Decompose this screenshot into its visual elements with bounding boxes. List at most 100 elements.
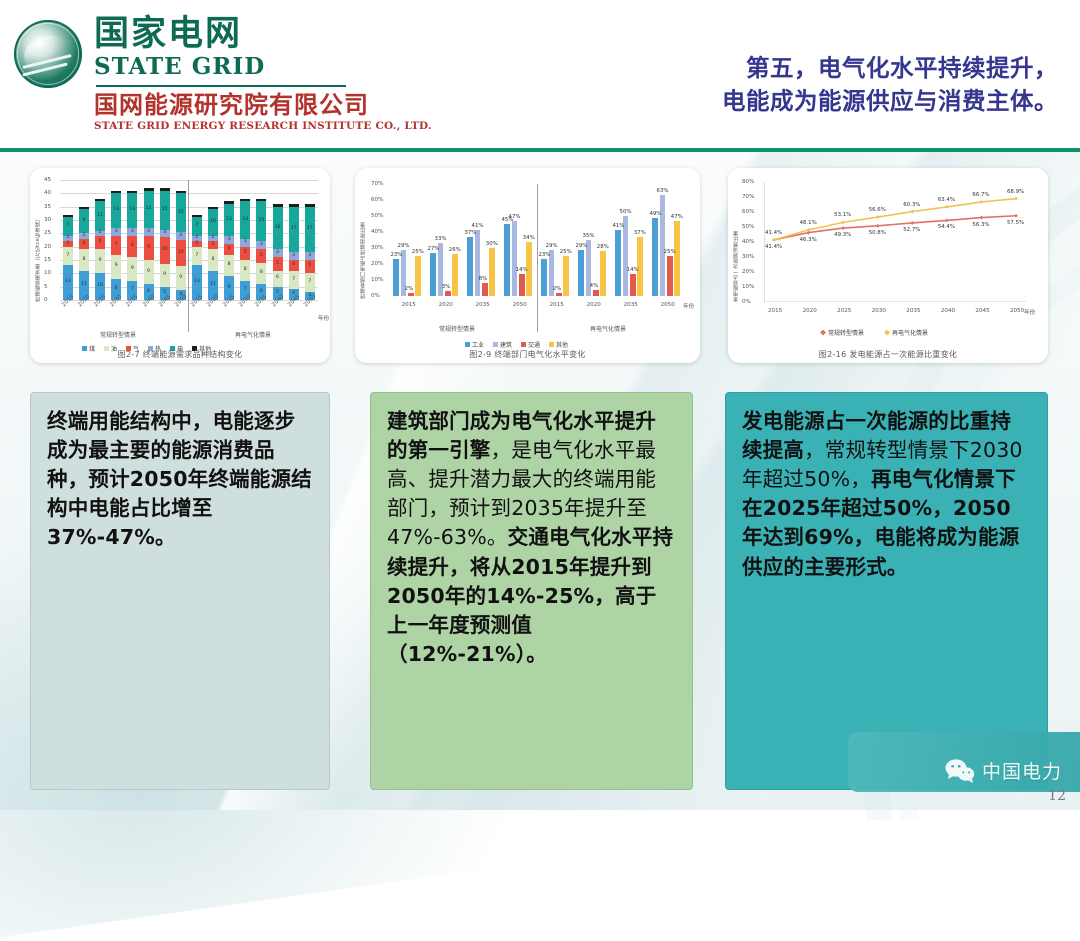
chart1-y-tick: 35: [44, 203, 52, 210]
chart2-bar-label: 23%: [538, 252, 551, 259]
chart-card-fig-2-7[interactable]: 终端能源需求量（万亿tce标准煤） 0 5 10 15 20 25 30 35 40 45 13 7…: [30, 168, 330, 363]
chart2-y-axis-title: 终端各部门电能占终端用能比重: [360, 222, 366, 299]
chart1-bar-segment-气: 5: [272, 257, 283, 271]
chart2-x-tick: 2050: [660, 302, 675, 308]
chart3-y-tick: 60%: [742, 209, 755, 215]
table-row: 11 8 3 2 10: [208, 206, 218, 300]
chart1-bar-segment-气: 5: [95, 236, 106, 250]
table-row: 10 9 5 2 11: [95, 196, 106, 300]
chart2-bar-label: 63%: [656, 188, 669, 195]
chart2-bar-label: 26%: [448, 247, 461, 254]
chart1-y-tick: 5: [44, 283, 48, 290]
chart1-bar-segment-气: 9: [143, 236, 154, 260]
chart1-bar-segment-油: 9: [143, 260, 154, 284]
chart-card-fig-2-9[interactable]: 终端各部门电能占终端用能比重 0% 10% 20% 30% 40% 50% 60% 70% 2…: [355, 168, 700, 363]
chart1-bar-segment-气: 5: [256, 249, 267, 263]
chart1-gridline: [60, 260, 318, 261]
chart2-bar-建筑: [474, 230, 481, 296]
chart1-bar-segment-电: 15: [175, 193, 186, 233]
page-number: 12: [1048, 788, 1066, 804]
chart2-bar-其他: [562, 256, 569, 296]
chart2-caption: 图2-9 终端部门电气化水平变化: [469, 350, 586, 359]
chart2-bar-工业: [393, 259, 400, 296]
chart3-y-tick: 10%: [742, 284, 755, 290]
chart2-bar-label: 3%: [441, 284, 451, 291]
chart3-point-label: 60.3%: [903, 201, 921, 208]
chart1-gridline: [60, 273, 318, 275]
chart2-y-tick: 60%: [371, 197, 384, 203]
chart1-bar-segment-热: 3: [304, 252, 315, 261]
table-row: 6 9 9 3 14: [143, 188, 154, 300]
chart1-bar-segment-热: 2: [79, 233, 89, 239]
chart1-bar-segment-油: 7: [304, 273, 315, 292]
chart2-legend-item-工业: 工业: [465, 340, 484, 349]
chart1-bar-segment-油: 9: [127, 257, 138, 282]
wechat-watermark: 中国电力: [945, 757, 1062, 784]
chart2-bar-其他: [636, 236, 643, 296]
chart2-bar-其他: [673, 220, 680, 296]
chart3-marker: [772, 238, 776, 242]
table-row: 13 7 2 2 7: [191, 214, 202, 300]
chart2-bar-工业: [467, 236, 474, 296]
chart1-legend-swatch: [126, 346, 132, 351]
chart1-bar-segment-气: 3: [208, 241, 218, 250]
chart3-point-label: 49.3%: [834, 232, 852, 239]
chart2-legend-swatch: [465, 342, 470, 347]
chart1-legend-label: 油: [111, 346, 118, 353]
chart1-bar-segment-电: 11: [95, 201, 106, 231]
header-background: [0, 0, 1080, 150]
chart3-point-label: 52.7%: [903, 226, 921, 233]
chart1-bar-segment-煤: 8: [111, 278, 122, 300]
chart3-point-label: 41.4%: [765, 229, 783, 236]
chart3-x-tick: 2040: [940, 308, 956, 314]
chart1-bar-segment-煤: 7: [240, 281, 251, 300]
chart2-scenario-divider: [537, 184, 538, 332]
chart1-bar-segment-油: 8: [79, 249, 89, 271]
chart2-y-tick: 20%: [371, 261, 384, 267]
chart3-x-tick: 2015: [768, 308, 783, 314]
chart2-bar-label: 37%: [633, 229, 646, 236]
chart1-legend-item-煤: 煤: [82, 344, 95, 353]
chart1-legend-item-油: 油: [104, 344, 117, 353]
chart3-x-tick: 2045: [975, 308, 990, 314]
chart2-y-tick: 10%: [371, 277, 384, 283]
chart1-bar-segment-热: 3: [272, 249, 283, 258]
chart1-plot-area: 13 7 2 2 7 11 8 4 2 9 10 9 5 2 11 8 9 7 3 13 7 9 8 3 13 6 9 9 3 14 5 9 1…: [60, 180, 318, 301]
chart1-legend-swatch: [192, 346, 198, 351]
chart-card-fig-2-16[interactable]: 发电能源占一次能源消费比重 0% 10% 20% 30% 40% 50% 60% 70% 80%…: [728, 168, 1048, 363]
chart3-x-axis-title: 年份: [1024, 310, 1036, 316]
chart1-bar-segment-气: 2: [191, 241, 202, 247]
chart2-bar-label: 8%: [478, 276, 488, 283]
chart3-y-tick: 40%: [742, 239, 755, 245]
chart2-bar-交通: [407, 292, 414, 296]
chart2-x-tick: 2050: [512, 302, 527, 308]
page-title: 第五，电气化水平持续提升， 电能成为能源供应与消费主体。: [588, 52, 1058, 119]
chart3-legend-label: 再电气化情景: [892, 330, 929, 337]
chart2-bar-交通: [518, 273, 525, 296]
summary-text-box-1: 终端用能结构中，电能逐步成为最主要的能源消费品种，预计2050年终端能源结构中电…: [30, 392, 330, 790]
chart1-bar-segment-电: 10: [208, 209, 218, 237]
chart2-bar-交通: [555, 292, 562, 296]
chart3-lines: [764, 182, 1026, 302]
chart3-legend-marker: [820, 329, 826, 336]
chart2-bar-label: 25%: [559, 249, 572, 255]
chart1-bar-segment-气: 4: [224, 244, 235, 255]
chart2-bar-label: 47%: [508, 213, 521, 220]
table-row: 3 7 5 3 17: [304, 204, 315, 300]
chart3-point-label: 66.7%: [972, 191, 990, 198]
chart1-bar-segment-热: 3: [288, 252, 299, 261]
page-title-line-2: 电能成为能源供应与消费主体。: [722, 87, 1058, 116]
chart1-bar-segment-电: 14: [143, 190, 154, 228]
chart3-legend: 常规转型情景 再电气化情景: [820, 328, 928, 337]
chart1-bar-segment-油: 8: [256, 262, 267, 285]
chart1-bar-segment-其他: [272, 204, 283, 207]
chart2-bar-label: 34%: [522, 234, 535, 241]
chart1-legend: 煤 油 气 热 电 其他: [82, 344, 211, 353]
brand-divider: [96, 85, 346, 88]
chart3-marker: [841, 226, 846, 230]
chart1-bar-segment-气: 4: [79, 238, 89, 250]
chart3-legend-item-常规转型情景: 常规转型情景: [820, 328, 864, 337]
chart1-bar-segment-热: 3: [127, 228, 138, 237]
chart3-point-label: 46.3%: [799, 236, 817, 243]
table-row: 13 7 2 2 7: [62, 214, 73, 300]
